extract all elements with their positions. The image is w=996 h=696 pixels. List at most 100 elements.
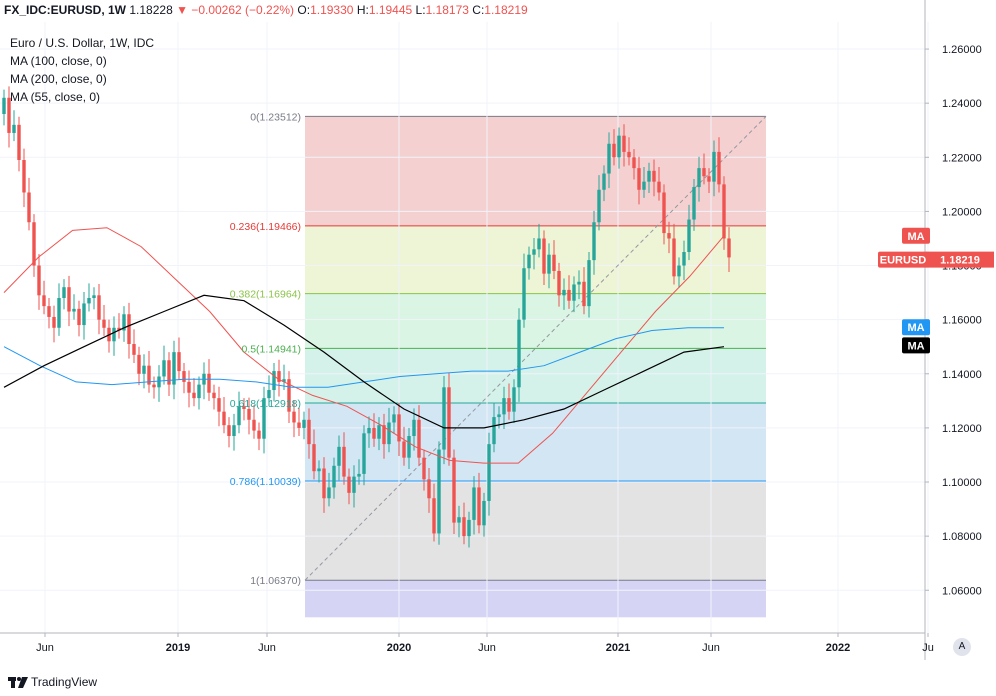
candle-body [122,314,126,331]
candle-body [387,422,391,445]
candle-body [257,430,261,439]
legend-ma100[interactable]: MA (100, close, 0) [10,54,107,68]
candle [397,403,401,457]
legend-ma200[interactable]: MA (200, close, 0) [10,72,107,86]
candle [707,168,711,194]
candle [662,184,666,245]
candle [572,276,576,313]
candle-body [487,444,491,501]
candle-body [432,498,436,534]
candle [447,372,451,466]
candle-body [542,238,546,274]
candle-body [577,281,581,285]
candle-body [327,487,331,499]
candle-body [7,97,11,133]
candle [462,502,466,545]
candle [602,165,606,202]
legend-title[interactable]: Euro / U.S. Dollar, 1W, IDC [10,36,155,50]
candle [412,408,416,451]
candle [352,465,356,508]
candle [67,275,71,327]
candle [257,422,261,451]
candle [627,137,631,166]
candle [527,246,531,280]
candle-body [512,387,516,412]
candle-body [632,157,636,169]
candle [607,132,611,189]
candle [552,240,556,280]
x-tick-label: 2021 [606,642,630,654]
candle [357,459,361,485]
ma55-line [3,227,725,464]
candle-body [92,295,96,299]
candle [127,302,131,359]
candle [252,405,256,439]
price-chart[interactable]: 0(1.23512) 0.236(1.19466) 0.382(1.16964) 0.… [0,0,996,672]
y-tick-label: 1.26000 [942,44,982,56]
candle-body [702,168,706,177]
symbol-title[interactable]: FX_IDC:EURUSD, 1W [4,3,127,17]
y-tick-label: 1.16000 [942,315,982,327]
candle-body [467,519,471,537]
candle [197,376,201,410]
candle-body [347,476,351,493]
candle-body [27,192,31,223]
candle-body [292,411,296,423]
eurusd-tag: EURUSD 1.18219 [878,251,994,268]
candle [502,386,506,429]
candle [267,375,271,407]
candle-body [242,406,246,409]
candle-body [47,306,51,317]
candle [142,354,146,389]
candle [52,305,56,343]
candle-body [52,316,56,328]
candle-body [527,254,531,269]
x-tick-label: Jun [478,642,496,654]
candle [702,153,706,185]
candle-body [532,249,536,255]
candle [32,214,36,277]
candle-body [522,268,526,320]
tradingview-logo-icon[interactable] [8,675,28,689]
fib-band [305,403,766,481]
x-tick-label: 2019 [166,642,190,654]
candle-body [337,446,341,466]
candle-body [102,319,106,328]
fib-band [305,225,766,294]
candle-body [42,295,46,307]
x-tick-label: Jun [36,642,54,654]
auto-scale-button[interactable]: A [953,638,971,656]
candle-body [537,238,541,250]
close-label: C: [472,3,485,17]
candle [262,386,266,454]
fib-level-labels: 0(1.23512) 0.236(1.19466) 0.382(1.16964) 0.… [230,111,301,587]
high-label: H: [356,3,369,17]
candle [347,468,351,505]
candle [37,254,41,310]
candle [712,140,716,197]
legend-ma55[interactable]: MA (55, close, 0) [10,90,101,104]
eurusd-tag-value-bg [926,251,994,268]
candle-body [177,352,181,372]
x-tick-label: 2020 [387,642,411,654]
candle [232,413,236,451]
candle [452,449,456,534]
candle [167,352,171,396]
candle [557,262,561,307]
candle-body [382,425,386,445]
candle-body [57,298,61,328]
candle-body [332,465,336,488]
last-price: 1.18228 [129,3,173,17]
candle-body [247,408,251,420]
eurusd-tag-label: EURUSD [880,255,927,267]
candle-body [682,252,686,266]
candle-body [547,254,551,274]
candle [567,275,571,309]
candle-body [252,419,256,431]
candle-body [652,170,656,182]
candle-body [352,476,356,493]
brand-label[interactable]: TradingView [31,675,98,689]
candle-body [142,365,146,374]
y-tick-label: 1.24000 [942,98,982,110]
candle-body [452,457,456,523]
